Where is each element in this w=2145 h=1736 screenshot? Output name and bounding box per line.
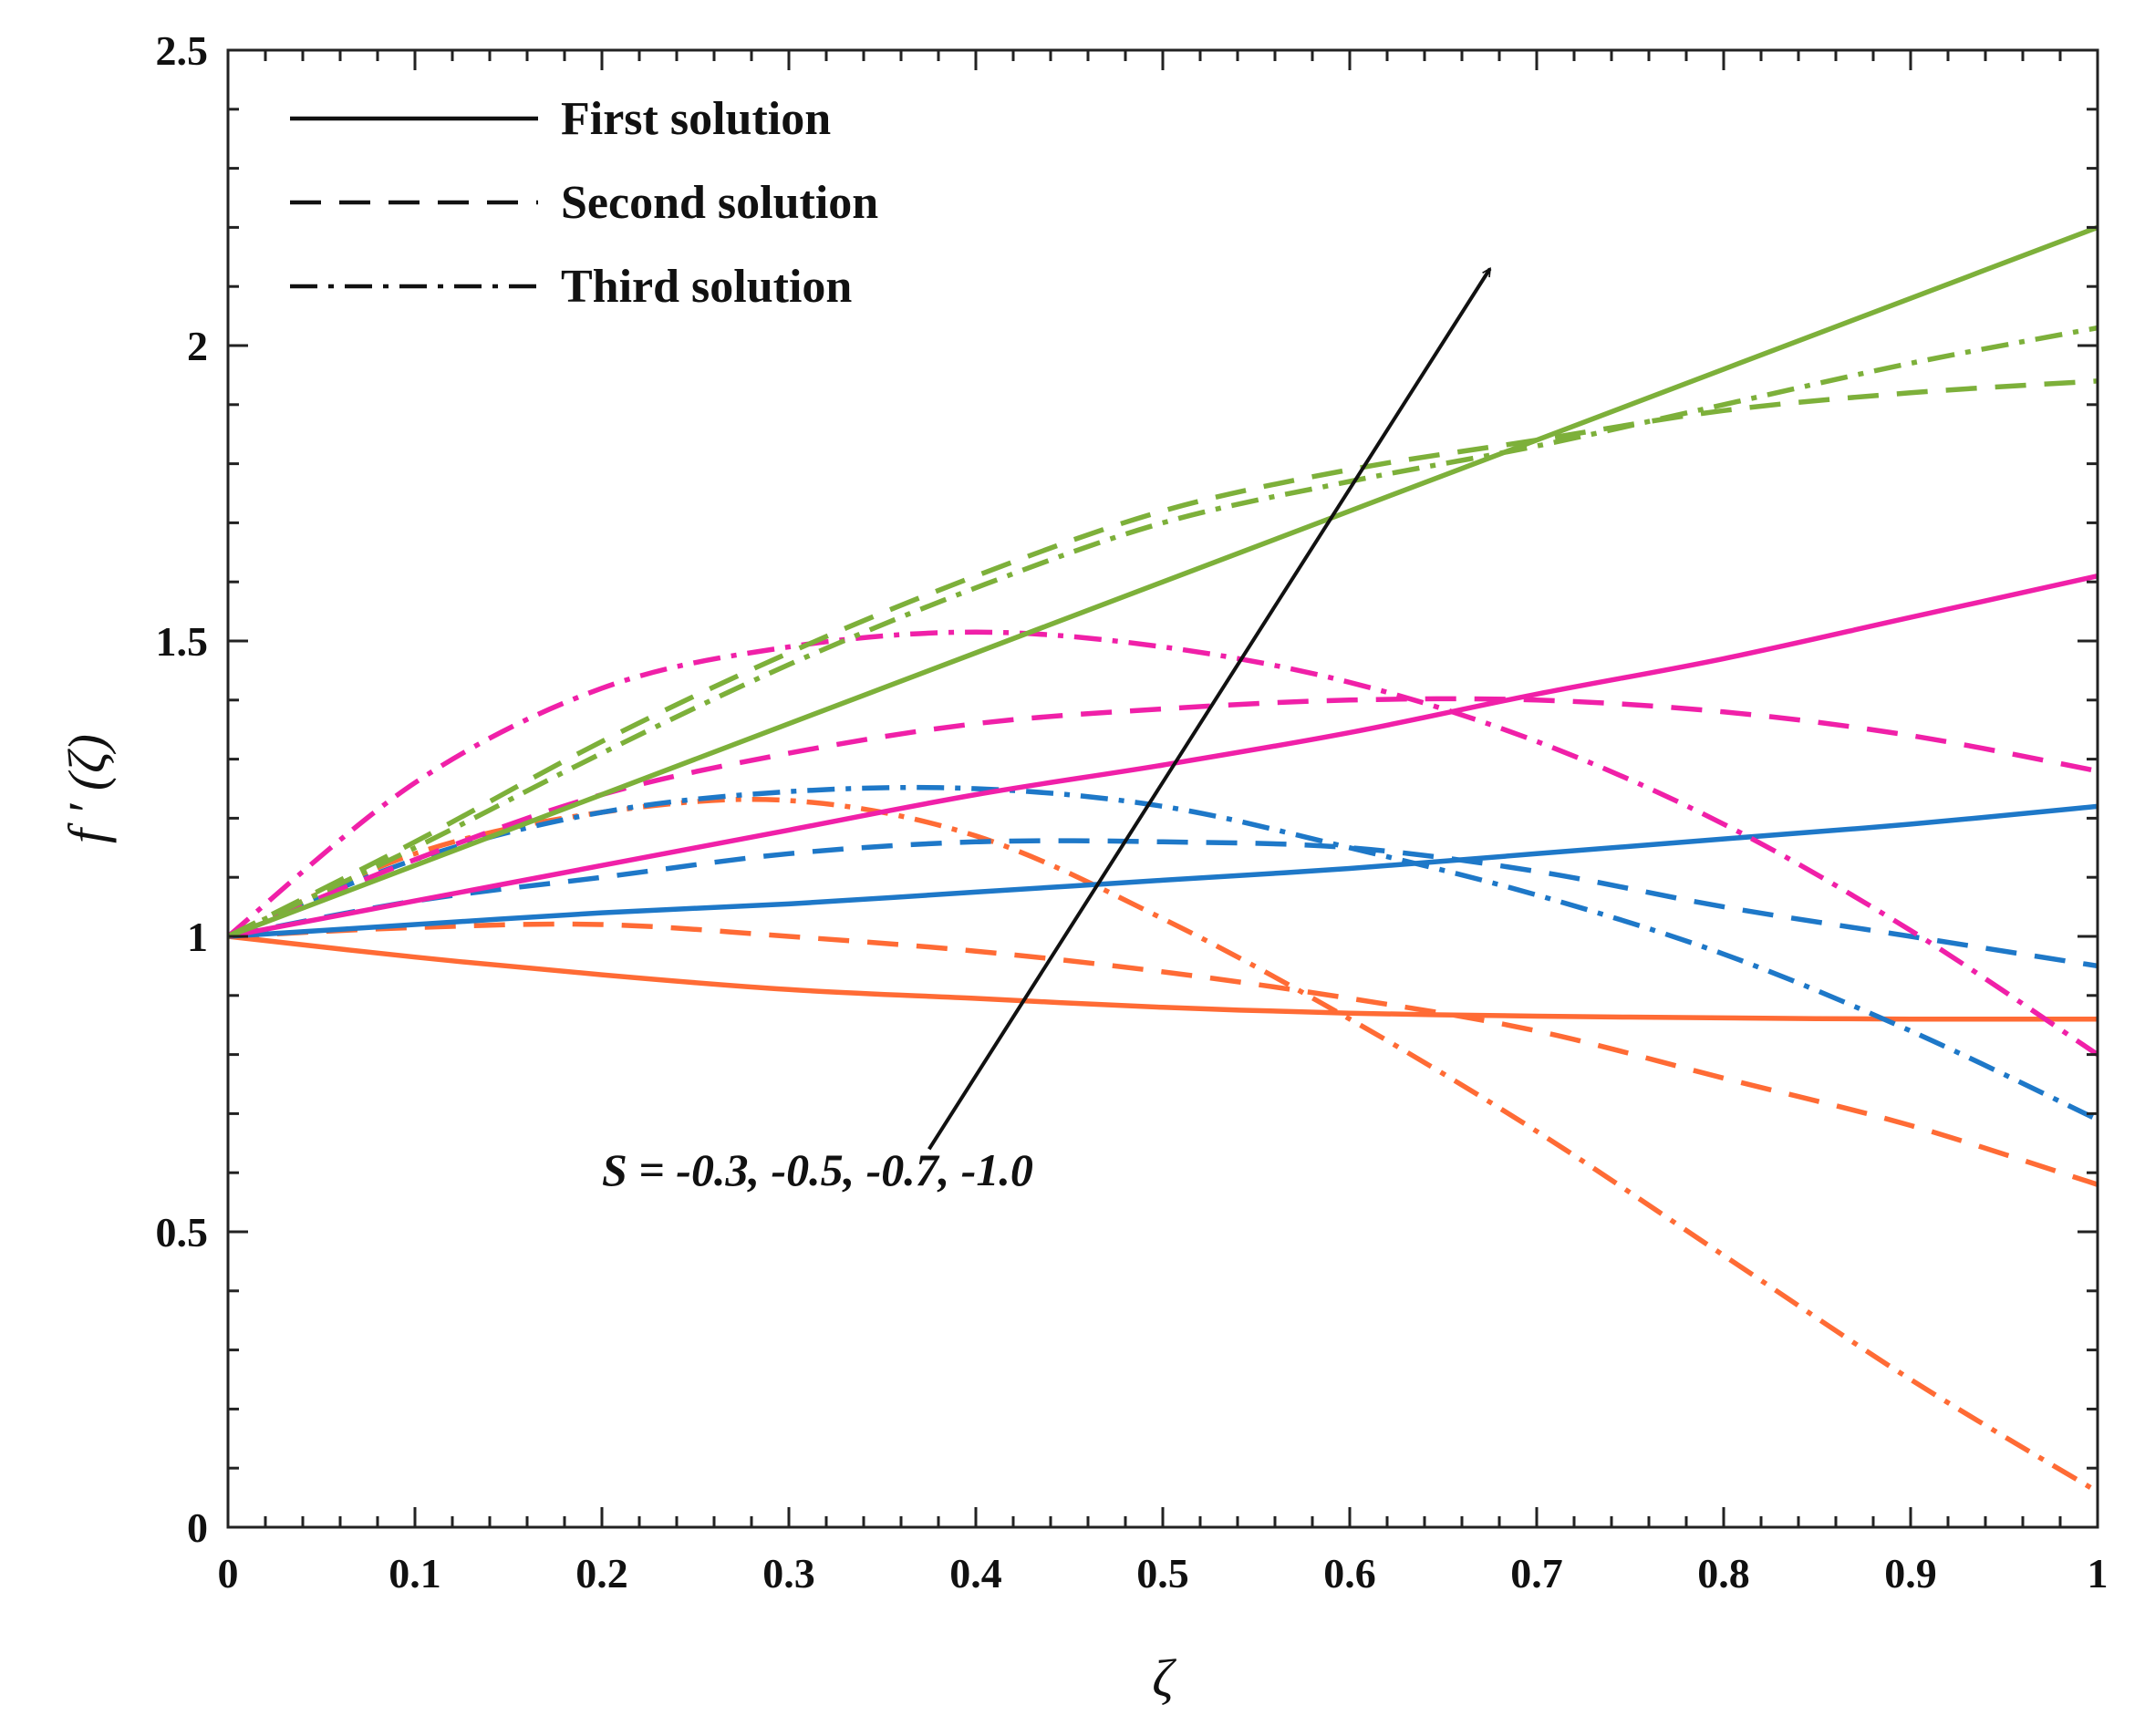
x-tick-labels: 0 0.1 0.2 0.3 0.4 0.5 0.6 0.7 0.8 0.9 1	[218, 1550, 2109, 1596]
series-layer	[228, 224, 2098, 1494]
legend-label: Third solution	[561, 261, 852, 313]
series-line-first-solution-s-neg1-0	[228, 224, 2098, 939]
x-tick-label: 0.8	[1697, 1550, 1750, 1596]
series-line-first-solution-s-neg0-5	[228, 803, 2098, 939]
y-tick-labels: 0 0.5 1 1.5 2 2.5	[156, 27, 209, 1551]
y-axis-label: f ′ (ζ)	[57, 734, 117, 843]
series-line-first-solution-s-neg0-7	[228, 574, 2098, 939]
plot-frame	[226, 48, 2099, 1529]
series-line-first-solution-s-neg0-3	[228, 934, 2098, 1022]
series-line-second-solution-s-neg1-0	[228, 378, 2098, 939]
legend: First solution Second solution Third solut…	[290, 93, 878, 313]
y-tick-label: 1	[187, 914, 208, 960]
series-line-third-solution-s-neg1-0	[228, 325, 2098, 939]
series-line-third-solution-s-neg0-5	[228, 784, 2098, 1122]
series-line-second-solution-s-neg0-3	[228, 921, 2098, 1187]
x-tick-label: 1	[2088, 1550, 2109, 1596]
y-tick-label: 0.5	[156, 1209, 209, 1256]
x-tick-label: 0.6	[1323, 1550, 1376, 1596]
plot-area	[228, 50, 2098, 1527]
y-tick-label: 2.5	[156, 27, 209, 74]
x-tick-label: 0.4	[949, 1550, 1002, 1596]
y-tick-label: 0	[187, 1504, 208, 1551]
x-tick-label: 0.9	[1884, 1550, 1937, 1596]
y-tick-label: 2	[187, 323, 208, 369]
y-tick-label: 1.5	[156, 618, 209, 665]
annotation-label: S = -0.3, -0.5, -0.7, -1.0	[602, 1144, 1033, 1195]
x-tick-label: 0.5	[1136, 1550, 1189, 1596]
legend-label: Second solution	[561, 177, 878, 229]
series-line-second-solution-s-neg0-7	[228, 696, 2098, 939]
trend-arrow	[927, 269, 1492, 1151]
legend-label: First solution	[561, 93, 831, 145]
x-tick-label: 0.7	[1510, 1550, 1563, 1596]
x-tick-label: 0.1	[389, 1550, 441, 1596]
x-tick-label: 0.2	[575, 1550, 628, 1596]
x-tick-label: 0	[218, 1550, 239, 1596]
series-line-second-solution-s-neg0-5	[228, 838, 2098, 969]
x-axis-label: ζ	[1152, 1648, 1176, 1708]
x-tick-label: 0.3	[762, 1550, 815, 1596]
